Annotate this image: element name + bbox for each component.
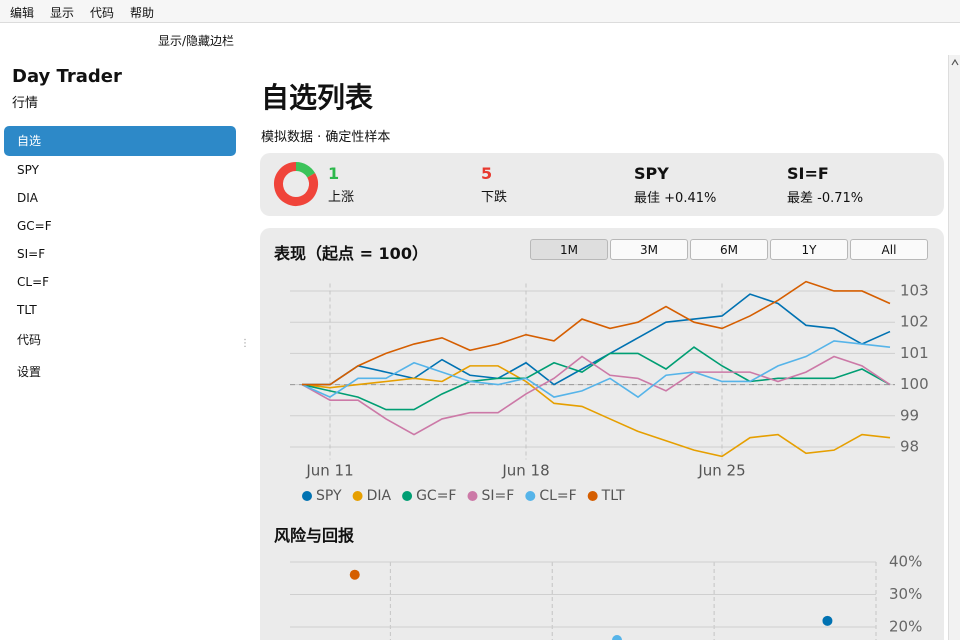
nav-item[interactable]: CL=F <box>17 275 50 289</box>
series-line <box>301 346 891 411</box>
donut-segment <box>274 162 318 206</box>
summary-card <box>260 153 944 216</box>
y-tick-label: 101 <box>900 344 929 362</box>
scatter-title: 风险与回报 <box>274 526 355 545</box>
scatter-point <box>822 615 833 626</box>
nav-item[interactable]: DIA <box>17 191 38 205</box>
best-symbol: SPY <box>634 164 669 183</box>
y-tick-label: 99 <box>900 406 919 424</box>
nav-item[interactable]: 自选 <box>4 126 236 156</box>
worst-symbol: SI=F <box>787 164 829 183</box>
legend-label: GC=F <box>416 488 456 504</box>
worst-value: -0.71% <box>817 191 864 206</box>
sidebar-toggle[interactable]: 显示/隐藏边栏 <box>158 34 235 48</box>
app-title: Day Trader <box>12 66 122 87</box>
series-line <box>301 340 891 399</box>
legend-swatch <box>587 491 598 501</box>
legend-swatch <box>352 491 363 501</box>
menu-item[interactable]: 显示 <box>50 6 75 20</box>
range-button[interactable]: 1Y <box>770 239 848 260</box>
legend-swatch <box>467 491 478 501</box>
x-tick-label: Jun 25 <box>697 462 745 480</box>
series-line <box>301 355 891 436</box>
y-tick-label: 100 <box>900 375 929 393</box>
nav-item[interactable]: GC=F <box>17 219 52 233</box>
scatter-point <box>611 635 622 640</box>
legend-label: TLT <box>601 488 625 504</box>
page-subtitle: 模拟数据 · 确定性样本 <box>261 130 391 145</box>
legend-swatch <box>402 491 413 501</box>
legend-swatch <box>525 491 536 501</box>
down-count: 5 <box>481 164 493 183</box>
best-line: 最佳 +0.41% <box>634 187 716 206</box>
y-tick-label: 98 <box>900 438 919 456</box>
nav-item[interactable]: 代码 <box>17 333 42 347</box>
range-button[interactable]: All <box>850 239 928 260</box>
legend-label: SI=F <box>482 488 515 504</box>
range-button[interactable]: 6M <box>690 239 768 260</box>
best-value: +0.41% <box>664 191 717 206</box>
legend-swatch <box>302 491 312 501</box>
sidebar-section: 行情 <box>12 96 39 111</box>
range-button[interactable]: 3M <box>610 239 688 260</box>
x-tick-label: Jun 11 <box>305 462 353 480</box>
scrollbar[interactable] <box>948 55 960 640</box>
y-tick-label: 102 <box>900 313 929 331</box>
nav-item[interactable]: SI=F <box>17 247 46 261</box>
legend-label: DIA <box>367 488 392 504</box>
menu-item[interactable]: 帮助 <box>130 6 155 20</box>
up-count: 1 <box>328 164 340 183</box>
legend-label: CL=F <box>539 488 576 504</box>
worst-line: 最差 -0.71% <box>787 187 863 206</box>
nav-item[interactable]: SPY <box>17 163 39 177</box>
series-line <box>302 280 891 386</box>
menu-item[interactable]: 编辑 <box>10 6 35 20</box>
range-button[interactable]: 1M <box>530 239 608 260</box>
nav-item[interactable]: TLT <box>17 303 37 317</box>
scroll-up-arrow[interactable] <box>949 55 960 71</box>
page-title: 自选列表 <box>261 81 374 114</box>
donut-segment <box>295 162 316 178</box>
worst-label: 最差 <box>787 191 814 206</box>
y-tick-label: 103 <box>900 281 929 299</box>
sidebar-nav: 自选 SPY DIA GC=F SI=F CL=F TLT 代码设置 <box>4 126 236 388</box>
y-tick-label: 20% <box>889 618 922 636</box>
y-tick-label: 30% <box>889 585 922 603</box>
chart-title: 表现（起点 = 100） <box>274 244 428 263</box>
up-label: 上涨 <box>328 190 355 205</box>
legend-label: SPY <box>316 488 342 504</box>
chart-card <box>260 228 944 640</box>
splitter-handle[interactable]: ⋮ <box>240 338 250 349</box>
menu-item[interactable]: 代码 <box>90 6 115 20</box>
series-line <box>301 365 891 458</box>
down-label: 下跌 <box>481 190 508 205</box>
scatter-point <box>349 569 360 580</box>
best-label: 最佳 <box>634 191 661 206</box>
y-tick-label: 40% <box>889 553 922 571</box>
x-tick-label: Jun 18 <box>501 462 549 480</box>
series-line <box>302 293 891 386</box>
menu-bar: 编辑 显示 代码 帮助 <box>0 0 960 23</box>
nav-item[interactable]: 设置 <box>17 365 42 379</box>
